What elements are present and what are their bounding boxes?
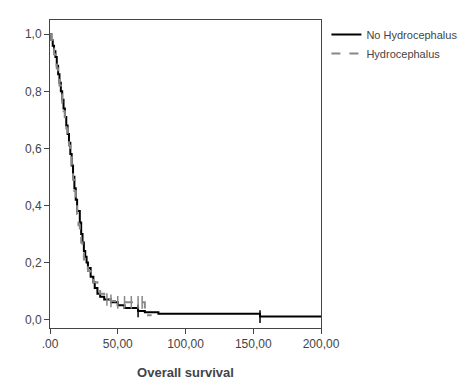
svg-text:No Hydrocephalus: No Hydrocephalus xyxy=(366,29,457,41)
svg-text:Hydrocephalus: Hydrocephalus xyxy=(366,48,440,60)
svg-text:0,8: 0,8 xyxy=(25,85,42,99)
svg-text:100,00: 100,00 xyxy=(167,337,204,351)
svg-text:1,0: 1,0 xyxy=(25,27,42,41)
svg-text:0,4: 0,4 xyxy=(25,199,42,213)
svg-text:0,6: 0,6 xyxy=(25,142,42,156)
svg-text:0,0: 0,0 xyxy=(25,313,42,327)
svg-text:Overall survival: Overall survival xyxy=(137,365,234,380)
svg-text:.00: .00 xyxy=(42,337,59,351)
svg-text:150,00: 150,00 xyxy=(235,337,272,351)
svg-text:50,00: 50,00 xyxy=(103,337,133,351)
svg-text:0,2: 0,2 xyxy=(25,256,42,270)
svg-text:200,00: 200,00 xyxy=(303,337,340,351)
